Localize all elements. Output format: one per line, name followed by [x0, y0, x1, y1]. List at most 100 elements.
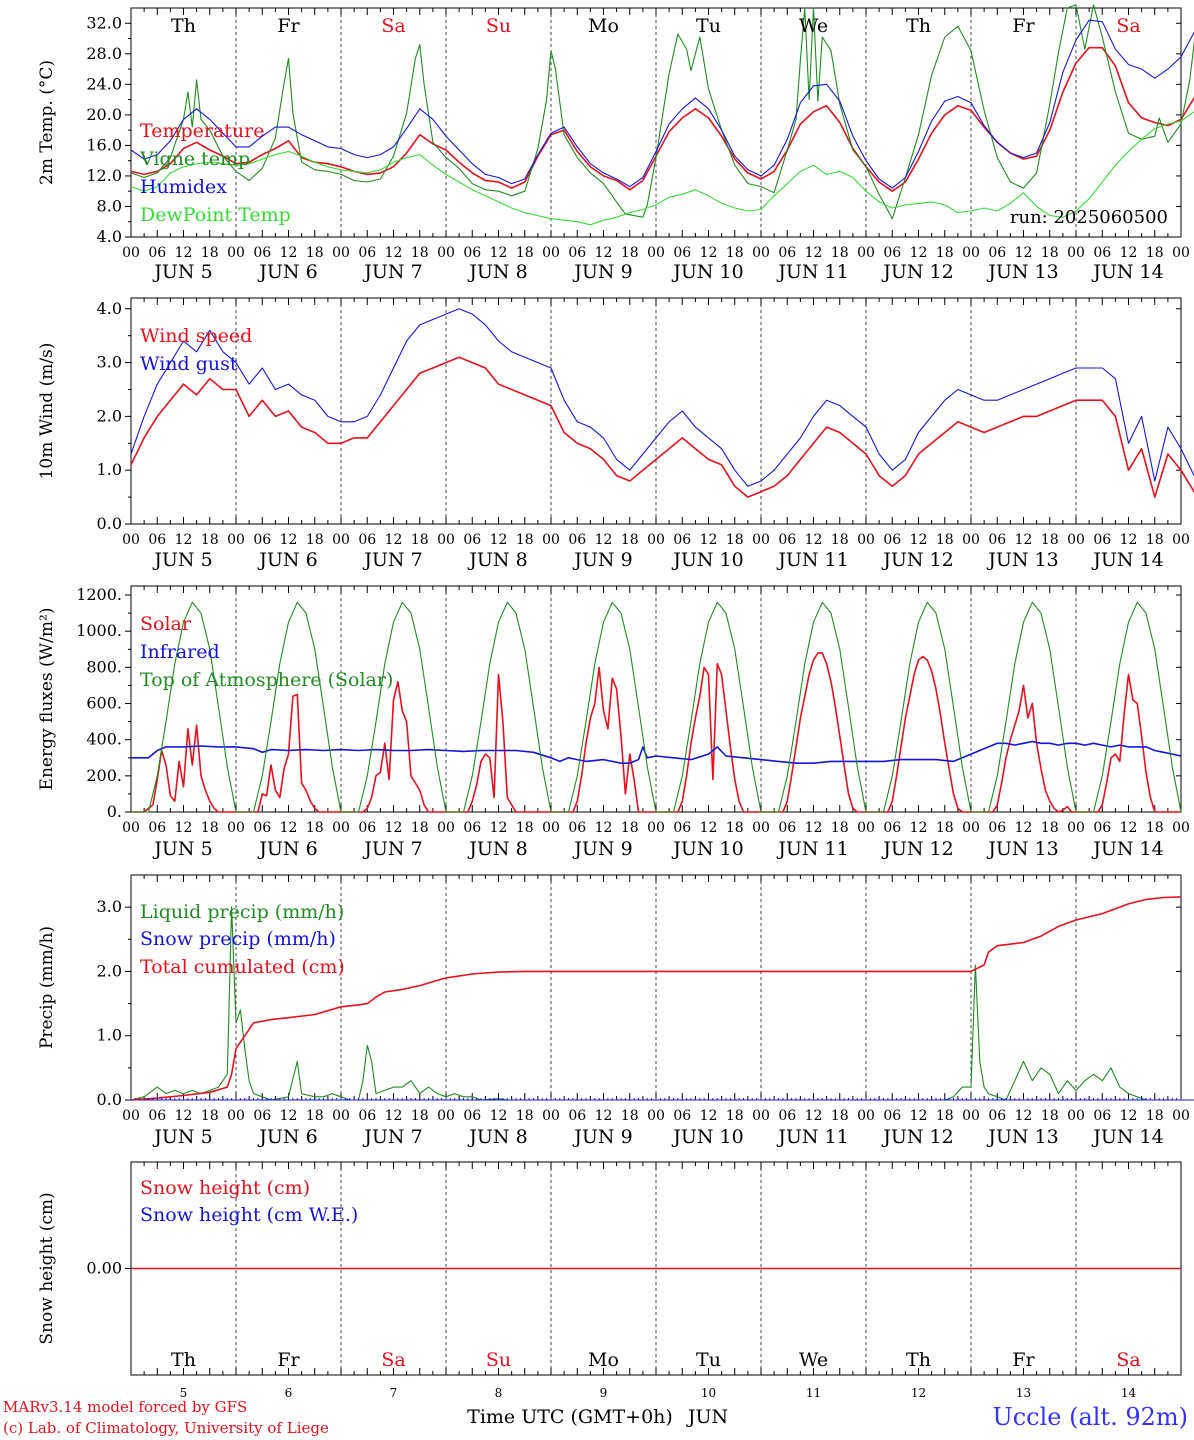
hour-tick-label: 18 — [411, 1108, 429, 1124]
hour-tick-label: 06 — [673, 532, 691, 548]
day-number-label: 8 — [495, 1386, 503, 1400]
hour-tick-label: 06 — [568, 245, 586, 261]
day-number-label: 13 — [1016, 1386, 1031, 1400]
hour-tick-label: 12 — [175, 1108, 193, 1124]
weekday-label: Th — [171, 15, 196, 37]
hour-tick-label: 12 — [700, 820, 718, 836]
y-tick-label: 400. — [86, 730, 122, 749]
hour-tick-label: 18 — [411, 532, 429, 548]
weekday-label: Su — [486, 15, 511, 37]
hour-tick-label: 06 — [358, 532, 376, 548]
hour-tick-label: 00 — [1067, 532, 1085, 548]
panel-2: 0.0 1.0 2.0 3.0 4.0 10m Wind (m/s) Wind speed W… — [37, 297, 1194, 571]
hour-tick-label: 00 — [1067, 1108, 1085, 1124]
hour-tick-label: 06 — [148, 532, 166, 548]
hour-tick-label: 12 — [910, 532, 928, 548]
hour-tick-label: 00 — [437, 245, 455, 261]
day-label: JUN 8 — [467, 549, 527, 571]
weekday-label: We — [799, 15, 828, 37]
legend-entry: Infrared — [140, 641, 220, 663]
weekday-label: Fr — [277, 15, 300, 37]
day-label: JUN 13 — [986, 261, 1058, 283]
y-axis-title: 10m Wind (m/s) — [37, 343, 57, 480]
day-label: JUN 8 — [467, 838, 527, 860]
hour-tick-label: 12 — [910, 245, 928, 261]
hour-tick-label: 06 — [463, 1108, 481, 1124]
hour-tick-label: 06 — [463, 532, 481, 548]
hour-tick-label: 00 — [1067, 820, 1085, 836]
y-axis-title: Snow height (cm) — [37, 1192, 57, 1344]
day-label: JUN 10 — [671, 1126, 743, 1148]
series-line-total-cumulated-cm- — [130, 896, 1182, 1101]
hour-tick-label: 18 — [936, 1108, 954, 1124]
hour-tick-label: 12 — [1120, 820, 1138, 836]
hour-tick-label: 06 — [568, 820, 586, 836]
hour-tick-label: 18 — [306, 820, 324, 836]
series-line-humidex — [130, 19, 1194, 189]
series-line-infrared — [131, 740, 1182, 764]
hour-tick-label: 06 — [1093, 245, 1111, 261]
day-label: JUN 6 — [257, 1126, 317, 1148]
day-label: JUN 8 — [467, 261, 527, 283]
series-line-top-of-atmosphere-solar- — [131, 601, 1182, 813]
day-label: JUN 14 — [1091, 1126, 1163, 1148]
hour-tick-label: 18 — [621, 1108, 639, 1124]
hour-tick-label: 06 — [883, 245, 901, 261]
hour-tick-label: 18 — [201, 1108, 219, 1124]
hour-tick-label: 12 — [700, 532, 718, 548]
legend-entry: DewPoint Temp — [140, 204, 291, 226]
hour-tick-label: 00 — [122, 1108, 140, 1124]
hour-tick-label: 06 — [673, 1108, 691, 1124]
hour-tick-label: 12 — [595, 245, 613, 261]
weekday-label: Su — [486, 1349, 511, 1371]
day-label: JUN 5 — [152, 838, 212, 860]
hour-tick-label: 06 — [358, 245, 376, 261]
hour-tick-label: 18 — [1146, 245, 1164, 261]
weekday-label: Mo — [588, 1349, 619, 1371]
hour-tick-label: 06 — [1093, 1108, 1111, 1124]
hour-tick-label: 00 — [857, 245, 875, 261]
day-label: JUN 7 — [362, 838, 422, 860]
hour-tick-label: 06 — [883, 820, 901, 836]
y-tick-label: 1.0 — [97, 460, 122, 479]
hour-tick-label: 12 — [490, 1108, 508, 1124]
hour-tick-label: 06 — [778, 820, 796, 836]
hour-tick-label: 06 — [778, 245, 796, 261]
y-tick-label: 200. — [86, 766, 122, 785]
hour-tick-label: 00 — [857, 532, 875, 548]
hour-tick-label: 00 — [647, 245, 665, 261]
hour-tick-label: 00 — [542, 245, 560, 261]
y-tick-label: 12.0 — [86, 166, 122, 185]
hour-tick-label: 06 — [148, 1108, 166, 1124]
weekday-label: We — [799, 1349, 828, 1371]
hour-tick-label: 06 — [883, 532, 901, 548]
weekday-label: Fr — [277, 1349, 300, 1371]
hour-tick-label: 00 — [437, 532, 455, 548]
hour-tick-label: 12 — [1015, 820, 1033, 836]
panel-1: 4.0 8.0 12.0 16.0 20.0 24.0 28.0 32.0 2m Temp. (… — [37, 4, 1194, 283]
hour-tick-label: 12 — [805, 820, 823, 836]
hour-tick-label: 00 — [542, 1108, 560, 1124]
hour-tick-label: 12 — [175, 532, 193, 548]
y-tick-label: 4.0 — [97, 299, 122, 318]
day-label: JUN 7 — [362, 549, 422, 571]
hour-tick-label: 12 — [280, 532, 298, 548]
y-axis-title: Precip (mm/h) — [37, 926, 57, 1049]
hour-tick-label: 18 — [726, 820, 744, 836]
hour-tick-label: 00 — [437, 1108, 455, 1124]
hour-tick-label: 18 — [936, 245, 954, 261]
legend-entry: Snow height (cm W.E.) — [140, 1204, 358, 1226]
y-tick-label: 16.0 — [86, 135, 122, 154]
hour-tick-label: 12 — [1015, 1108, 1033, 1124]
hour-tick-label: 18 — [411, 820, 429, 836]
day-number-label: 9 — [600, 1386, 608, 1400]
hour-tick-label: 12 — [490, 820, 508, 836]
y-tick-label: 28.0 — [86, 44, 122, 63]
hour-tick-label: 12 — [280, 245, 298, 261]
y-tick-label: 1.0 — [97, 1026, 122, 1045]
run-annotation: run: 2025060500 — [1010, 207, 1168, 228]
y-tick-label: 1200. — [76, 585, 122, 604]
day-label: JUN 9 — [572, 838, 632, 860]
hour-tick-label: 00 — [1172, 245, 1190, 261]
day-number-label: 12 — [911, 1386, 926, 1400]
